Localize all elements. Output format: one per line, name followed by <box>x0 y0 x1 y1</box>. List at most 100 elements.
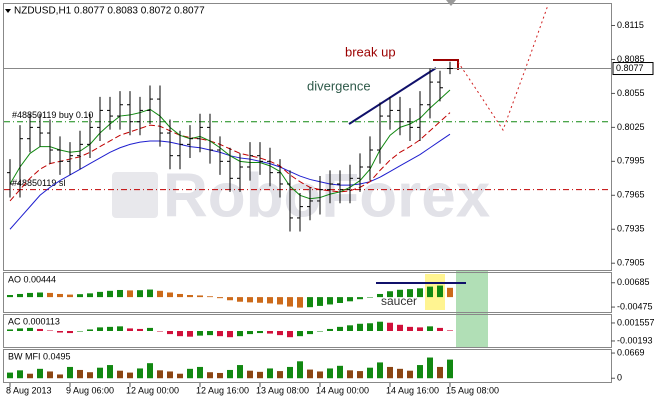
histogram-bar <box>47 292 53 298</box>
histogram-bar <box>387 322 393 331</box>
histogram-bar <box>17 328 23 331</box>
histogram-bar <box>107 365 113 379</box>
histogram-bar <box>207 296 213 298</box>
histogram-bar <box>177 293 183 298</box>
price-tag-label: 0.8077 <box>616 63 644 73</box>
y-tick-label: 0.8115 <box>617 20 644 30</box>
histogram-bar <box>137 368 143 379</box>
histogram-bar <box>217 331 223 337</box>
histogram-bar <box>187 331 193 337</box>
panel-frame <box>3 3 612 271</box>
histogram-bar <box>257 297 263 303</box>
histogram-bar <box>7 295 13 298</box>
indicator-label: BW MFI 0.0495 <box>8 351 71 361</box>
histogram-bar <box>7 329 13 331</box>
histogram-bar <box>437 366 443 379</box>
histogram-bar <box>297 331 303 337</box>
histogram-bar <box>307 331 313 335</box>
histogram-bar <box>377 321 383 331</box>
y-tick-label: 0 <box>617 373 622 383</box>
histogram-bar <box>317 297 323 306</box>
histogram-bar <box>87 293 93 298</box>
histogram-bar <box>227 331 233 338</box>
annotation: saucer <box>381 294 417 308</box>
histogram-bar <box>147 363 153 379</box>
order-label: #48850119 sl <box>12 178 65 188</box>
histogram-bar <box>317 371 323 379</box>
y-tick-label: 0.7905 <box>617 258 645 268</box>
histogram-bar <box>227 369 233 379</box>
histogram-bar <box>427 326 433 331</box>
histogram-bar <box>217 372 223 379</box>
histogram-bar <box>197 366 203 379</box>
x-tick-label: 8 Aug 2013 <box>6 385 52 395</box>
histogram-bar <box>277 297 283 305</box>
histogram-bar <box>157 290 163 298</box>
histogram-bar <box>77 369 83 379</box>
histogram-bar <box>177 331 183 337</box>
divergence-line <box>348 67 437 125</box>
histogram-bar <box>377 362 383 379</box>
histogram-bar <box>267 331 273 334</box>
histogram-bar <box>207 331 213 336</box>
histogram-bar <box>417 365 423 379</box>
histogram-bar <box>397 324 403 331</box>
histogram-bar <box>437 285 443 298</box>
histogram-bar <box>227 297 233 301</box>
histogram-bar <box>347 325 353 331</box>
histogram-bar <box>287 331 293 338</box>
y-tick-label: 0.0669 <box>617 347 645 357</box>
histogram-bar <box>337 297 343 303</box>
histogram-bar <box>427 286 433 298</box>
y-tick-label: -0.00193 <box>617 335 653 345</box>
histogram-bar <box>287 366 293 379</box>
histogram-bar <box>47 371 53 379</box>
histogram-bar <box>167 292 173 298</box>
histogram-bar <box>277 371 283 379</box>
histogram-bar <box>347 297 353 302</box>
histogram-bar <box>317 331 323 332</box>
histogram-bar <box>37 328 43 331</box>
histogram-bar <box>57 374 63 379</box>
histogram-bar <box>67 294 73 298</box>
histogram-bar <box>207 372 213 379</box>
panel-frame <box>3 272 612 313</box>
histogram-bar <box>147 289 153 298</box>
histogram-bar <box>37 368 43 379</box>
watermark: RoboForex <box>163 161 491 230</box>
histogram-bar <box>447 359 453 379</box>
order-label: #48850119 buy 0.10 <box>12 110 93 120</box>
histogram-bar <box>397 368 403 379</box>
histogram-bar <box>287 297 293 307</box>
y-tick-label: 0.7965 <box>617 190 645 200</box>
histogram-bar <box>367 297 373 298</box>
histogram-bar <box>167 331 173 335</box>
histogram-bar <box>357 323 363 331</box>
x-tick-label: 9 Aug 06:00 <box>66 385 114 395</box>
histogram-bar <box>367 367 373 379</box>
y-tick-label: 0.8025 <box>617 122 645 132</box>
histogram-bar <box>187 368 193 379</box>
y-tick-label: 0.7995 <box>617 156 645 166</box>
histogram-bar <box>407 326 413 331</box>
x-tick-label: 14 Aug 00:00 <box>316 385 369 395</box>
x-tick-label: 13 Aug 08:00 <box>256 385 309 395</box>
histogram-bar <box>327 368 333 379</box>
histogram-bar <box>217 297 223 299</box>
y-tick-label: 0.8085 <box>617 54 645 64</box>
histogram-bar <box>267 297 273 304</box>
histogram-bar <box>67 331 73 334</box>
histogram-bar <box>447 330 453 331</box>
histogram-bar <box>297 361 303 379</box>
histogram-bar <box>137 328 143 331</box>
histogram-bar <box>277 331 283 336</box>
histogram-bar <box>147 327 153 331</box>
y-tick-label: 0.7935 <box>617 224 645 234</box>
panel-frame <box>3 349 612 383</box>
x-tick-label: 12 Aug 16:00 <box>196 385 249 395</box>
x-tick-label: 12 Aug 00:00 <box>126 385 179 395</box>
histogram-bar <box>177 373 183 379</box>
histogram-bar <box>27 292 33 298</box>
